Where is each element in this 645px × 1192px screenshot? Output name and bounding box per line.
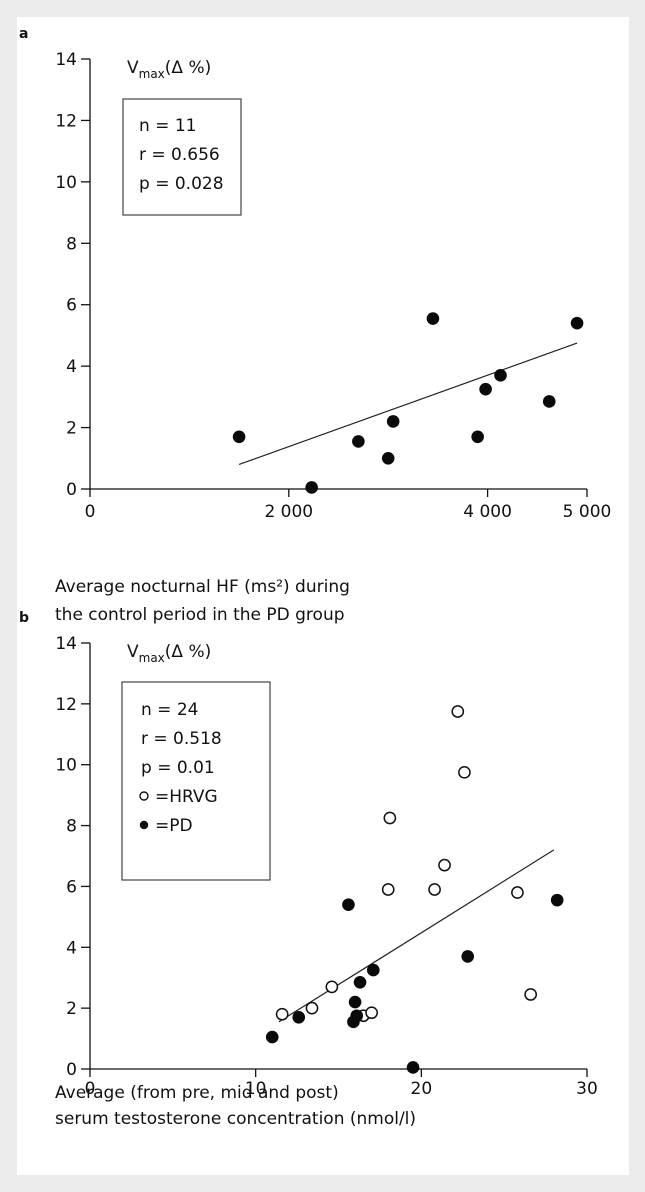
legend-marker-open [139, 791, 149, 801]
y-tick-label: 10 [55, 756, 77, 776]
data-point-pd [570, 316, 584, 330]
stat-text: r = 0.656 [139, 145, 220, 165]
x-axis-label: Average (from pre, mid and post) [55, 1083, 339, 1103]
data-point-pd [232, 430, 246, 444]
y-tick-label: 10 [55, 173, 77, 193]
data-point-pd [353, 975, 367, 989]
data-point-hrvg [524, 988, 538, 1001]
data-point-hrvg [511, 886, 524, 899]
panel-label: b [19, 610, 29, 626]
y-tick-label: 8 [66, 817, 77, 837]
y-tick-label: 2 [66, 999, 77, 1019]
data-point-pd [342, 898, 355, 911]
scatter-figure: a 0 2 4 6 8 10 12 14 0 2 000 4 000 5 000 Vmax(Δ %) n =… [19, 26, 611, 1129]
stat-text: p = 0.01 [141, 758, 215, 778]
x-axis-label: the control period in the PD group [55, 605, 345, 625]
data-point-pd [542, 395, 556, 408]
data-point-pd [426, 312, 440, 325]
x-tick-label: 0 [85, 502, 96, 522]
data-point-hrvg [458, 765, 471, 779]
y-tick-label: 0 [66, 480, 77, 500]
stats-box [121, 681, 271, 881]
data-point-hrvg [381, 883, 395, 896]
stat-text: r = 0.518 [141, 729, 222, 749]
legend-marker-filled [139, 820, 149, 830]
data-point-hrvg [451, 705, 465, 718]
x-axis-label: serum testosterone concentration (nmol/l… [55, 1109, 416, 1129]
x-axis-label: Average nocturnal HF (ms²) during [55, 577, 350, 597]
panel-a: a 0 2 4 6 8 10 12 14 0 2 000 4 000 5 000 Vmax(Δ %) n =… [19, 26, 611, 625]
data-point-pd [348, 995, 362, 1009]
panel-b: b 0 2 4 6 8 10 12 14 0 10 20 30 Vmax(Δ %) n = 24 r = 0.… [19, 610, 598, 1129]
data-point-pd [494, 369, 507, 382]
x-tick-label: 5 000 [563, 502, 612, 522]
regression-line [238, 342, 578, 465]
y-tick-label: 2 [66, 419, 77, 439]
figure: a 0 2 4 6 8 10 12 14 0 2 000 4 000 5 000 Vmax(Δ %) n =… [17, 17, 629, 1175]
data-point-pd [352, 435, 365, 448]
stats-box [122, 98, 242, 216]
panel-label: a [19, 26, 28, 42]
y-tick-label: 6 [66, 296, 77, 316]
data-point-pd [471, 430, 484, 444]
y-axis-label: Vmax(Δ %) [127, 58, 211, 81]
data-point-pd [550, 893, 564, 907]
data-point-pd [265, 1030, 279, 1044]
data-point-pd [305, 481, 318, 494]
data-point-hrvg [325, 980, 339, 994]
legend-label: =PD [155, 816, 193, 836]
x-tick-label: 4 000 [463, 502, 512, 522]
stat-text: p = 0.028 [139, 174, 224, 194]
data-point-hrvg [305, 1001, 319, 1015]
data-point-pd [406, 1061, 420, 1074]
data-point-hrvg [275, 1007, 289, 1021]
x-tick-label: 30 [576, 1079, 598, 1099]
data-point-pd [461, 950, 475, 963]
regression-line [278, 849, 555, 1023]
y-tick-label: 12 [55, 111, 77, 131]
x-tick-label: 0 [85, 1079, 96, 1099]
y-tick-label: 4 [66, 357, 77, 377]
data-point-pd [292, 1010, 306, 1024]
y-tick-label: 12 [55, 695, 77, 715]
y-tick-label: 0 [66, 1060, 77, 1080]
y-tick-label: 14 [55, 634, 77, 654]
x-tick-label: 10 [245, 1079, 267, 1099]
data-point-hrvg [383, 811, 397, 825]
x-tick-label: 20 [411, 1079, 433, 1099]
legend-label: =HRVG [155, 787, 218, 807]
x-tick-label: 2 000 [264, 502, 313, 522]
y-axis-label: Vmax(Δ %) [127, 642, 211, 665]
y-tick-label: 8 [66, 234, 77, 254]
data-point-pd [381, 451, 395, 465]
data-point-pd [366, 963, 380, 977]
y-tick-label: 6 [66, 877, 77, 897]
data-point-hrvg [438, 858, 451, 872]
y-tick-label: 14 [55, 50, 77, 70]
data-point-hrvg [428, 883, 441, 896]
stat-text: n = 11 [139, 116, 196, 136]
data-point-pd [350, 1009, 364, 1023]
data-point-pd [479, 382, 492, 396]
stat-text: n = 24 [141, 700, 198, 720]
data-point-pd [386, 415, 400, 428]
y-tick-label: 4 [66, 938, 77, 958]
data-point-hrvg [365, 1006, 378, 1020]
